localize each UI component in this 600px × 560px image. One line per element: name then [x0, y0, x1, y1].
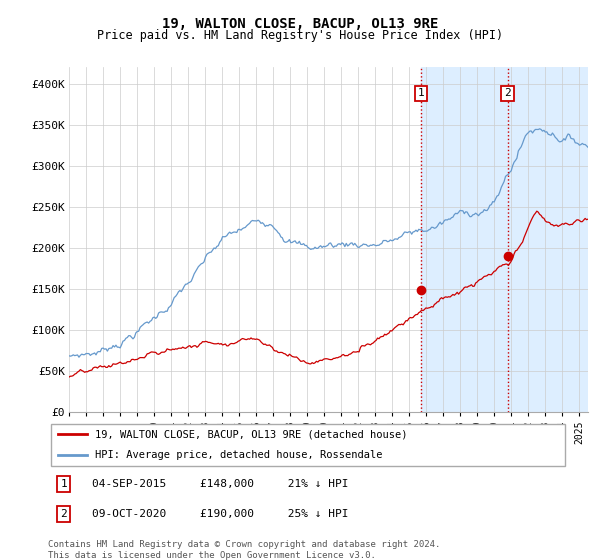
- Text: 19, WALTON CLOSE, BACUP, OL13 9RE: 19, WALTON CLOSE, BACUP, OL13 9RE: [162, 16, 438, 30]
- Text: 2: 2: [504, 88, 511, 99]
- FancyBboxPatch shape: [50, 423, 565, 466]
- Text: 04-SEP-2015     £148,000     21% ↓ HPI: 04-SEP-2015 £148,000 21% ↓ HPI: [92, 479, 349, 489]
- Text: Contains HM Land Registry data © Crown copyright and database right 2024.
This d: Contains HM Land Registry data © Crown c…: [48, 540, 440, 559]
- Text: Price paid vs. HM Land Registry's House Price Index (HPI): Price paid vs. HM Land Registry's House …: [97, 29, 503, 43]
- Bar: [421, 67, 508, 412]
- Text: 2: 2: [60, 509, 67, 519]
- Text: 19, WALTON CLOSE, BACUP, OL13 9RE (detached house): 19, WALTON CLOSE, BACUP, OL13 9RE (detac…: [95, 429, 407, 439]
- Bar: [508, 67, 588, 412]
- Text: HPI: Average price, detached house, Rossendale: HPI: Average price, detached house, Ross…: [95, 450, 382, 460]
- Text: 1: 1: [60, 479, 67, 489]
- Text: 09-OCT-2020     £190,000     25% ↓ HPI: 09-OCT-2020 £190,000 25% ↓ HPI: [92, 509, 349, 519]
- Text: 1: 1: [418, 88, 424, 99]
